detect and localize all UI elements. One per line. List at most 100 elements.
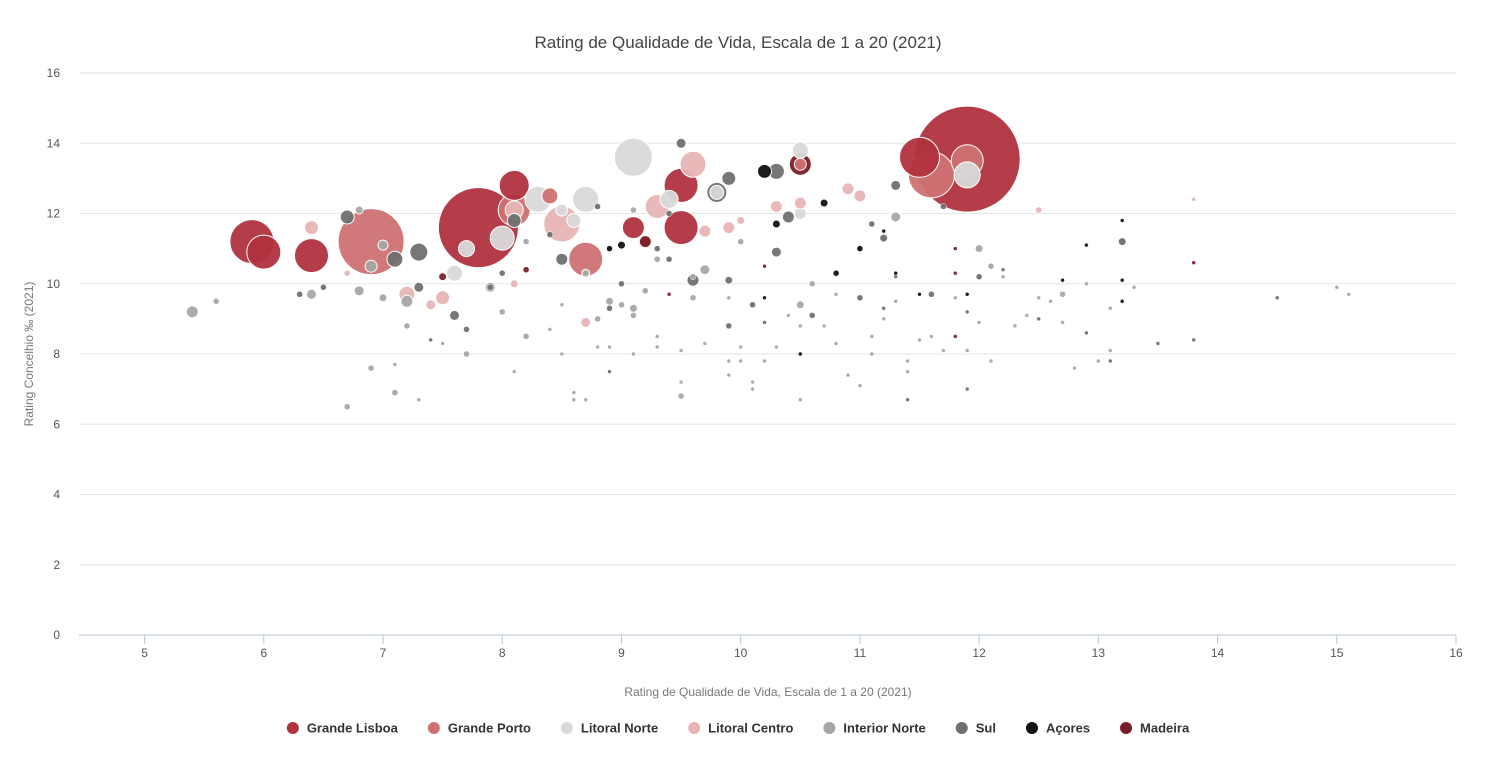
bubble-point bbox=[1035, 206, 1042, 214]
bubble-point bbox=[547, 327, 553, 332]
legend-label: Grande Lisboa bbox=[307, 721, 399, 736]
legend-item[interactable]: Açores bbox=[1025, 721, 1090, 736]
x-tick-label: 10 bbox=[734, 646, 748, 660]
bubble-point bbox=[1096, 358, 1101, 364]
bubble-point bbox=[762, 263, 767, 269]
bubble-point bbox=[621, 216, 645, 240]
bubble-point bbox=[833, 292, 839, 297]
bubble-point bbox=[498, 169, 530, 201]
bubble-point bbox=[613, 137, 653, 177]
bubble-point bbox=[630, 206, 637, 214]
bubble-point bbox=[750, 379, 755, 385]
bubble-point bbox=[893, 299, 898, 304]
x-tick-label: 6 bbox=[260, 646, 267, 660]
bubble-point bbox=[987, 262, 995, 270]
bubble-point bbox=[675, 137, 687, 149]
x-tick-label: 15 bbox=[1330, 646, 1344, 660]
bubble-point bbox=[654, 334, 660, 339]
bubble-point bbox=[1024, 313, 1030, 318]
legend-item[interactable]: Sul bbox=[955, 721, 996, 736]
bubble-point bbox=[630, 312, 637, 319]
bubble-point bbox=[879, 233, 889, 243]
bubble-point bbox=[546, 231, 554, 238]
legend-marker bbox=[955, 722, 968, 734]
bubble-point bbox=[522, 238, 530, 245]
bubble-point bbox=[498, 308, 506, 316]
bubble-point bbox=[606, 245, 613, 252]
y-tick-label: 12 bbox=[47, 207, 61, 221]
bubble-point bbox=[890, 211, 902, 223]
bubble-point bbox=[689, 294, 697, 302]
bubble-point bbox=[856, 294, 864, 302]
legend-label: Interior Norte bbox=[843, 721, 925, 736]
bubble-point bbox=[738, 358, 743, 364]
bubble-point bbox=[1060, 320, 1065, 325]
legend-label: Litoral Norte bbox=[581, 721, 658, 736]
x-axis-label: Rating de Qualidade de Vida, Escala de 1… bbox=[624, 685, 911, 699]
bubble-point bbox=[762, 295, 767, 301]
bubble-point bbox=[1131, 285, 1137, 290]
bubble-point bbox=[1084, 330, 1089, 336]
bubble-point bbox=[786, 313, 791, 318]
bubble-point bbox=[617, 240, 626, 250]
bubble-point bbox=[522, 266, 530, 273]
bubble-point bbox=[605, 296, 614, 306]
bubble-point bbox=[400, 294, 414, 308]
bubble-point bbox=[1000, 274, 1006, 279]
bubble-point bbox=[953, 334, 958, 339]
bubble-point bbox=[653, 245, 661, 252]
bubble-point bbox=[463, 350, 470, 358]
x-tick-label: 14 bbox=[1211, 646, 1225, 660]
bubble-point bbox=[737, 238, 744, 245]
bubble-point bbox=[386, 250, 404, 268]
x-tick-label: 12 bbox=[972, 646, 986, 660]
bubble-point bbox=[1108, 306, 1113, 311]
bubble-point bbox=[853, 189, 867, 203]
legend-item[interactable]: Grande Lisboa bbox=[286, 721, 399, 736]
legend-item[interactable]: Madeira bbox=[1120, 721, 1190, 736]
legend-marker bbox=[1120, 722, 1133, 734]
bubble-point bbox=[409, 242, 429, 262]
bubble-point bbox=[1108, 348, 1113, 353]
bubble-point bbox=[1048, 299, 1053, 304]
bubble-point bbox=[940, 203, 947, 210]
bubble-point bbox=[798, 397, 803, 402]
bubble-point bbox=[458, 240, 475, 258]
bubble-point bbox=[869, 334, 875, 339]
gridlines bbox=[79, 72, 1456, 566]
y-tick-label: 8 bbox=[53, 347, 60, 361]
bubble-point bbox=[856, 245, 864, 252]
bubble-point bbox=[699, 264, 711, 276]
bubble-point bbox=[595, 344, 600, 350]
legend-item[interactable]: Interior Norte bbox=[823, 721, 926, 736]
bubble-point bbox=[320, 284, 327, 291]
bubble-point bbox=[722, 221, 736, 235]
bubble-point bbox=[917, 337, 922, 343]
bubble-point bbox=[974, 244, 984, 254]
bubble-point bbox=[653, 255, 661, 263]
legend-label: Litoral Centro bbox=[708, 721, 793, 736]
bubble-point bbox=[678, 348, 684, 353]
y-tick-label: 4 bbox=[53, 488, 60, 502]
bubble-point bbox=[1191, 260, 1196, 265]
bubble-point bbox=[378, 293, 388, 303]
legend-marker bbox=[560, 722, 573, 734]
bubble-point bbox=[1191, 197, 1196, 202]
bubble-point bbox=[841, 182, 855, 196]
bubble-point bbox=[594, 203, 601, 210]
bubble-point bbox=[555, 252, 569, 266]
legend-item[interactable]: Litoral Centro bbox=[688, 721, 793, 736]
bubble-point bbox=[964, 309, 970, 315]
legend-item[interactable]: Grande Porto bbox=[427, 721, 531, 736]
bubble-point bbox=[304, 220, 319, 236]
legend-item[interactable]: Litoral Norte bbox=[560, 721, 658, 736]
bubble-point bbox=[582, 269, 589, 277]
bubble-point bbox=[1108, 358, 1113, 364]
bubble-point bbox=[941, 348, 946, 353]
bubble-point bbox=[606, 305, 613, 312]
bubble-point bbox=[781, 210, 795, 224]
bubble-point bbox=[832, 269, 840, 277]
x-tick-label: 5 bbox=[141, 646, 148, 660]
